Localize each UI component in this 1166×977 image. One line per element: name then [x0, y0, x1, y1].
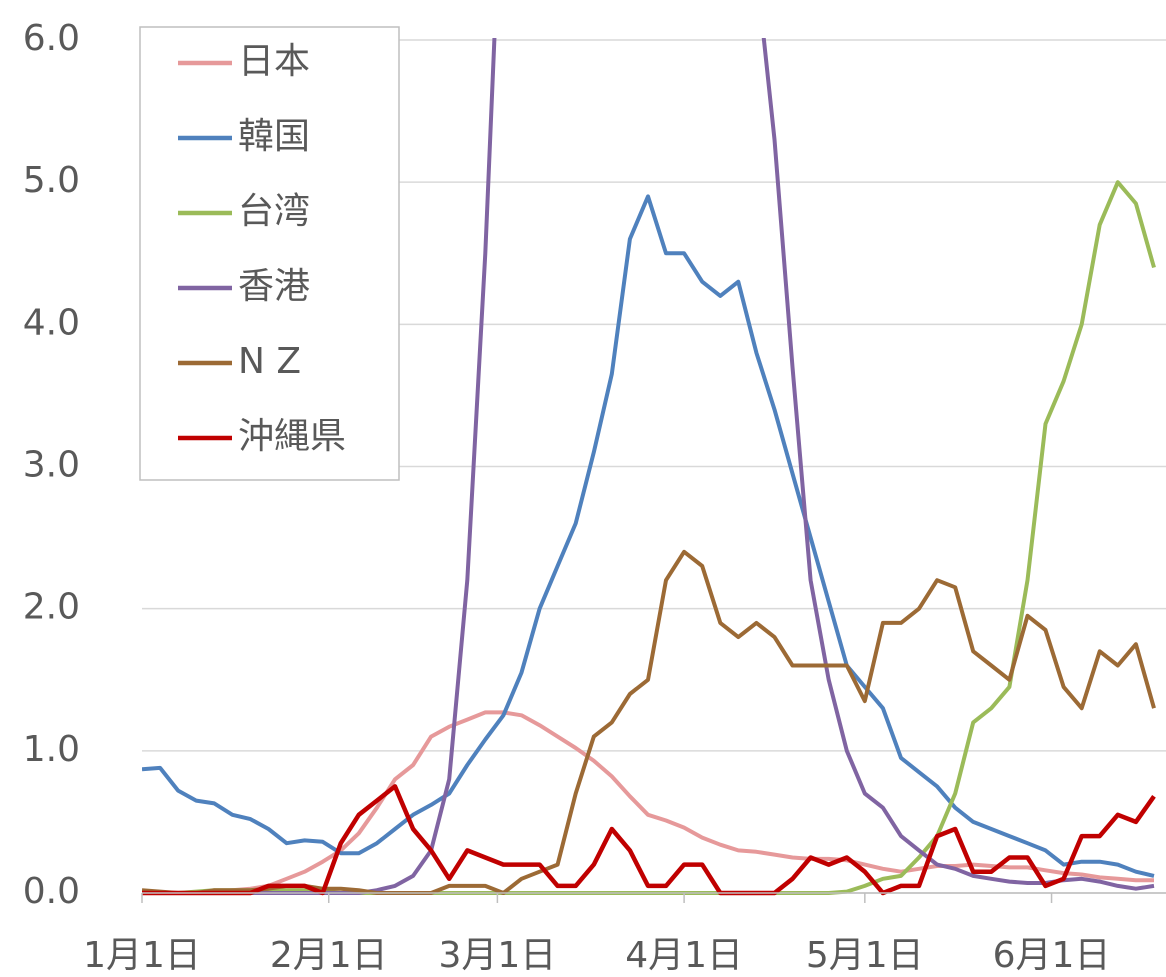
series-line — [142, 194, 1155, 878]
axes: 0.0 1.0 2.0 3.0 4.0 5.0 6.0 1月1日 2月1日 3月1日 4月1日 5月1… — [23, 18, 1166, 976]
x-tick-label: 5月1日 — [806, 935, 924, 976]
legend-label: 韓国 — [238, 116, 310, 157]
y-tick-label: 5.0 — [23, 160, 80, 201]
series-line — [142, 784, 1156, 896]
legend-label: 台湾 — [238, 191, 310, 232]
x-tick-label: 6月1日 — [993, 935, 1111, 976]
legend-label: 日本 — [238, 41, 310, 82]
x-tick-label: 2月1日 — [270, 935, 388, 976]
y-tick-label: 3.0 — [23, 445, 80, 486]
legend-label: 香港 — [238, 266, 310, 307]
x-tick-label: 3月1日 — [438, 935, 556, 976]
x-tick-label: 1月1日 — [83, 935, 201, 976]
y-tick-label: 0.0 — [23, 871, 80, 912]
x-tick-label: 4月1日 — [625, 935, 743, 976]
legend-box — [139, 26, 400, 481]
series-line — [142, 710, 1154, 895]
y-tick-label: 6.0 — [23, 18, 80, 59]
legend-label: N Z — [238, 341, 301, 382]
y-tick-label: 4.0 — [23, 302, 80, 343]
legend-label: 沖縄県 — [238, 416, 346, 457]
y-tick-label: 2.0 — [23, 587, 80, 628]
y-tick-label: 1.0 — [23, 729, 80, 770]
